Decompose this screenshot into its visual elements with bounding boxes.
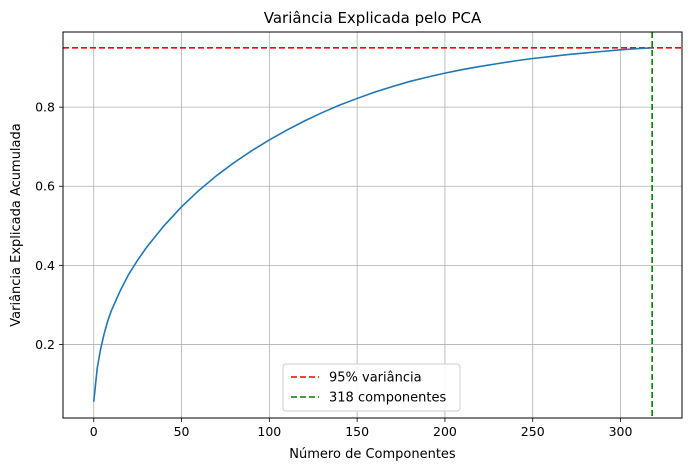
series-layer [92,47,653,402]
cumulative-variance-line [92,47,653,402]
x-tick-label: 300 [609,424,633,439]
x-tick-label: 200 [433,424,457,439]
reference-lines [63,32,682,418]
y-tick-label: 0.6 [35,179,55,194]
legend: 95% variância 318 componentes [282,363,461,412]
y-axis-ticks: 0.2 0.4 0.6 0.8 [35,100,63,352]
legend-label-318-componentes: 318 componentes [329,391,446,406]
chart-title: Variância Explicada pelo PCA [264,9,482,27]
x-axis-label: Número de Componentes [289,447,456,462]
y-tick-label: 0.8 [35,100,55,115]
x-axis-ticks: 0 50 100 150 200 250 300 [90,418,633,439]
x-tick-label: 100 [257,424,281,439]
x-tick-label: 0 [90,424,98,439]
y-tick-label: 0.4 [35,258,55,273]
x-tick-label: 250 [521,424,545,439]
y-axis-label: Variância Explicada Acumulada [9,123,24,326]
x-tick-label: 150 [345,424,369,439]
plot-frame [62,31,683,419]
grid [63,32,682,418]
y-tick-label: 0.2 [35,337,55,352]
legend-box [282,363,461,412]
legend-label-95-variancia: 95% variância [329,371,422,386]
x-tick-label: 50 [174,424,190,439]
